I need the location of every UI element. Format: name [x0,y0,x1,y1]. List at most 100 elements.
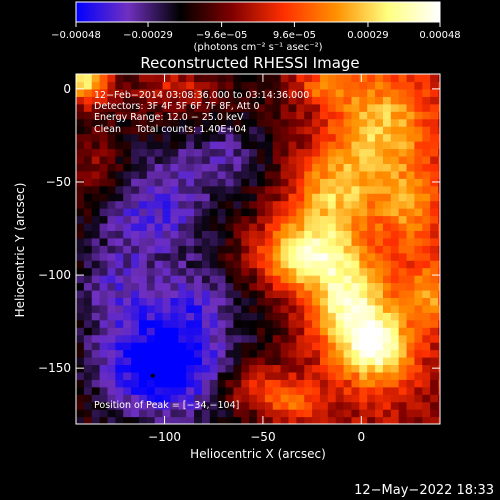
heatmap-cell [327,96,337,105]
heatmap-cell [154,312,164,321]
heatmap-cell [288,356,297,366]
heatmap-cell [178,74,187,83]
heatmap-cell [367,371,376,380]
heatmap-cell [146,126,156,135]
heatmap-cell [217,103,227,112]
heatmap-cell [296,178,305,187]
heatmap-cell [209,74,219,83]
heatmap-cell [225,200,235,209]
heatmap-cell [201,319,211,328]
heatmap-cell [343,163,353,172]
heatmap-cell [194,170,203,179]
heatmap-cell [115,163,124,172]
heatmap-cell [91,409,101,418]
heatmap-cell [146,260,156,269]
chart-title: Reconstructed RHESSI Image [140,54,359,72]
heatmap-cell [138,222,148,231]
heatmap-cell [91,349,101,358]
heatmap-cell [225,409,235,418]
heatmap-cell [438,170,440,179]
heatmap-cell [430,222,439,231]
heatmap-cell [398,230,408,239]
heatmap-cell [398,96,408,105]
heatmap-cell [107,416,116,424]
heatmap-cell [375,118,384,127]
heatmap-cell [217,126,227,135]
heatmap-cell [115,215,124,224]
heatmap-cell [154,356,164,366]
heatmap-cell [225,304,235,313]
heatmap-cell [304,394,313,403]
heatmap-cell [343,342,353,351]
heatmap-cell [296,364,305,373]
heatmap-cell [327,230,337,239]
heatmap-cell [343,394,353,403]
heatmap-cell [162,327,172,336]
heatmap-cell [335,170,345,179]
heatmap-cell [335,364,345,373]
heatmap-cell [241,155,250,164]
heatmap-cell [209,200,219,209]
heatmap-cell [414,371,423,380]
heatmap-cell [123,111,132,120]
heatmap-cell [249,96,258,105]
heatmap-cell [170,208,179,217]
heatmap-cell [319,260,329,269]
heatmap-cell [390,155,400,164]
heatmap-cell [422,111,431,120]
heatmap-cell [390,230,400,239]
heatmap-cell [375,275,384,284]
heatmap-cell [225,118,235,127]
heatmap-cell [272,334,282,343]
heatmap-cell [107,371,116,380]
heatmap-cell [233,96,242,105]
heatmap-cell [162,371,172,380]
heatmap-cell [359,118,368,127]
heatmap-cell [178,208,187,217]
heatmap-cell [146,178,156,187]
heatmap-cell [422,118,431,127]
heatmap-cell [257,267,266,276]
heatmap-cell [398,126,408,135]
heatmap-cell [414,289,423,299]
heatmap-cell [91,282,101,291]
heatmap-cell [335,103,345,112]
heatmap-cell [209,319,219,328]
heatmap-cell [115,170,124,179]
heatmap-cell [296,163,305,172]
heatmap-cell [422,289,431,299]
heatmap-cell [83,126,93,135]
heatmap-cell [217,289,227,299]
heatmap-cell [296,312,305,321]
heatmap-cell [91,222,101,231]
heatmap-cell [390,163,400,172]
heatmap-cell [194,304,203,313]
heatmap-cell [406,349,416,358]
heatmap-cell [178,379,187,388]
heatmap-cell [414,148,423,157]
heatmap-cell [264,163,274,172]
heatmap-cell [138,193,148,202]
heatmap-cell [438,148,440,157]
heatmap-cell [178,252,187,261]
heatmap-cell [351,200,360,209]
heatmap-cell [359,342,368,351]
heatmap-cell [438,155,440,164]
heatmap-cell [146,379,156,388]
heatmap-cell [123,178,132,187]
heatmap-cell [288,200,297,209]
heatmap-cell [217,252,227,261]
heatmap-cell [312,237,321,246]
heatmap-cell [390,327,400,336]
heatmap-cell [115,349,124,358]
heatmap-cell [430,282,439,291]
heatmap-cell [83,364,93,373]
heatmap-cell [257,215,266,224]
heatmap-cell [438,96,440,105]
heatmap-cell [312,170,321,179]
heatmap-cell [257,416,266,424]
heatmap-cell [335,148,345,157]
heatmap-cell [422,88,431,97]
heatmap-cell [170,342,179,351]
heatmap-cell [375,394,384,403]
